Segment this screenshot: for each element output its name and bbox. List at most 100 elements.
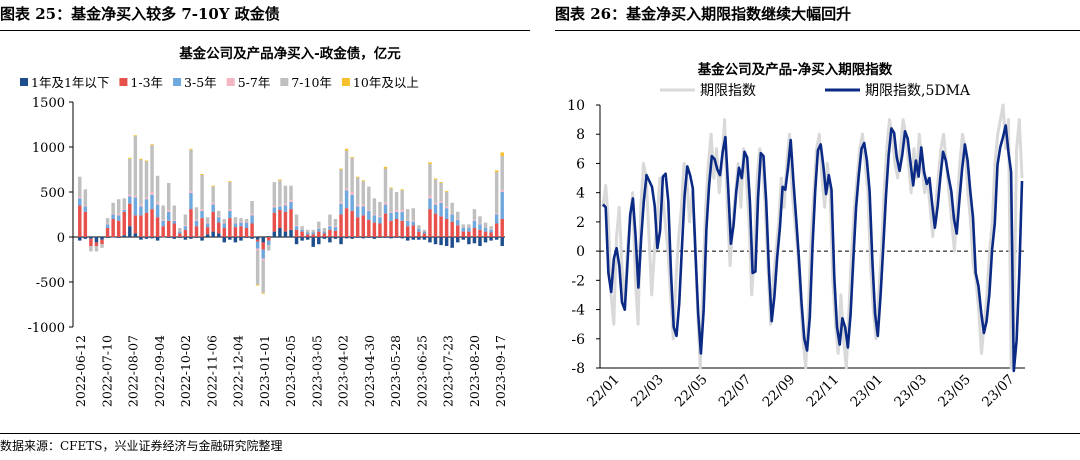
bar-segment [150,237,154,239]
bar-segment [383,204,388,214]
bar-segment [172,205,176,220]
bar-segment [461,237,466,240]
bar-segment [139,158,143,160]
bar-segment [283,185,288,204]
bar-segment [228,182,232,210]
bar-segment [305,232,310,235]
bar-segment [139,206,143,216]
chart1-legend: 1年及1年以下 1-3年 3-5年 5-7年 7-10年 10年及以上 [20,75,419,90]
x-tick-label: 2023-03-05 [309,335,324,407]
bar-segment [489,226,493,230]
bar-segment [105,228,110,237]
bar-segment [261,249,265,259]
bar-segment [255,237,260,240]
bar-segment [400,220,404,237]
bar-segment [406,209,410,220]
bar-segment [478,237,482,246]
bar-segment [461,228,466,232]
bar-segment [450,202,454,214]
bar-segment [383,237,388,238]
y-tick-label: 500 [40,186,65,201]
bar-segment [317,221,321,229]
bar-segment [367,219,371,237]
bar-segment [444,237,449,246]
x-tick-label: 2022-06-12 [73,335,88,407]
y-tick-label: 0 [576,244,585,260]
bar-segment [339,169,343,202]
bar-segment [406,220,410,227]
bar-segment [372,237,377,239]
bar-segment [233,237,238,243]
bar-segment [378,216,382,218]
bar-segment [472,219,477,221]
legend-swatch [226,78,235,86]
duration-index-line [601,103,1024,370]
chart2-title: 基金公司及产品-净买入期限指数 [698,61,893,78]
legend-label: 10年及以上 [353,75,419,90]
bar-segment [217,210,221,217]
bar-segment [116,237,121,238]
bar-segment [444,208,449,219]
bar-segment [339,237,343,245]
bar-segment [500,156,504,191]
bar-segment [344,237,349,239]
bar-segment [155,217,160,237]
bar-segment [178,228,182,232]
legend-label: 5-7年 [238,75,271,90]
bar-segment [350,237,354,239]
bar-segment [89,238,93,246]
bar-segment [100,244,104,248]
bar-segment [494,237,499,240]
y-tick-label: -2 [571,273,585,289]
bar-segment [239,218,243,222]
y-tick-label: 4 [576,186,585,202]
bar-segment [144,237,149,239]
bar-segment [250,201,254,214]
bar-segment [150,209,154,237]
bar-segment [178,231,182,234]
bar-segment [200,209,204,211]
bar-segment [272,231,277,237]
y-tick-label: -8 [571,361,585,377]
bar-segment [122,198,126,210]
bar-segment [378,201,382,217]
bar-segment [444,206,449,209]
y-tick-label: 1500 [32,96,65,111]
bar-segment [272,212,277,232]
bar-segment [155,204,160,218]
bar-segment [194,207,199,220]
legend-label: 1-3年 [130,75,163,90]
bar-segment [100,237,104,240]
bar-segment [411,208,416,221]
bar-segment [494,170,499,173]
bar-segment [422,229,427,232]
bar-segment [111,219,115,237]
bar-segment [239,222,243,227]
bar-segment [267,236,271,237]
bar-segment [166,211,171,221]
x-tick-label: 2023-05-28 [388,335,403,407]
bar-segment [222,237,227,243]
bar-segment [144,197,149,200]
bar-segment [478,229,482,237]
bar-segment [217,216,221,218]
bar-segment [205,217,210,223]
bar-segment [300,231,304,237]
bar-segment [217,217,221,223]
bar-segment [489,232,493,237]
chart2-axes: -8 -6 -4 -2 0 2 4 6 8 10 [567,98,1025,377]
bar-segment [439,216,443,237]
bar-segment [83,211,88,237]
bar-segment [305,237,310,240]
bar-segment [289,185,293,201]
bar-segment [383,166,388,169]
bar-segment [355,177,360,205]
bar-segment [222,223,227,228]
bar-segment [161,226,165,237]
bar-segment [328,229,332,237]
bar-segment [483,237,488,243]
bar-segment [450,213,454,215]
bar-segment [172,223,176,237]
bar-segment [394,219,399,237]
legend-label: 1年及1年以下 [31,75,109,90]
